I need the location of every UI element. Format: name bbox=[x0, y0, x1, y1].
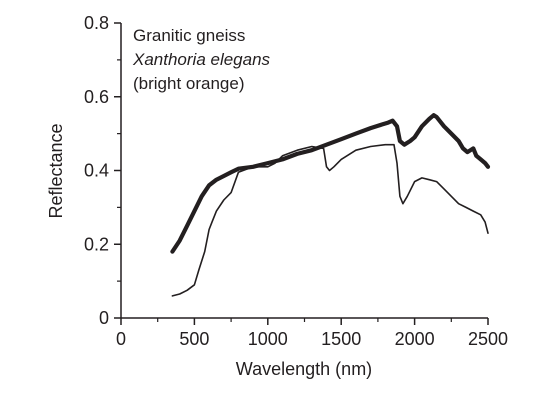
ticks bbox=[114, 22, 489, 325]
annotation-line-2: Xanthoria elegans bbox=[132, 50, 271, 69]
x-axis-label: Wavelength (nm) bbox=[236, 359, 372, 379]
x-tick-label: 0 bbox=[116, 329, 126, 349]
series-line-thick bbox=[170, 113, 491, 254]
y-axis-label: Reflectance bbox=[46, 123, 66, 218]
annotation-line-3: (bright orange) bbox=[133, 74, 245, 93]
y-tick-label: 0.8 bbox=[84, 13, 109, 33]
x-tick-label: 2500 bbox=[468, 329, 508, 349]
y-tick-label: 0.2 bbox=[84, 234, 109, 254]
x-tick-label: 500 bbox=[179, 329, 209, 349]
series-line-thin bbox=[171, 143, 489, 297]
x-tick-label: 2000 bbox=[395, 329, 435, 349]
series-layer bbox=[170, 113, 491, 297]
tick-labels: 0 0.2 0.4 0.6 0.8 0 500 1000 1500 2000 2500 bbox=[84, 13, 508, 349]
y-tick-label: 0.6 bbox=[84, 87, 109, 107]
y-tick-label: 0 bbox=[99, 308, 109, 328]
y-tick-label: 0.4 bbox=[84, 161, 109, 181]
annotation-line-1: Granitic gneiss bbox=[133, 26, 245, 45]
x-tick-label: 1000 bbox=[248, 329, 288, 349]
x-tick-label: 1500 bbox=[321, 329, 361, 349]
